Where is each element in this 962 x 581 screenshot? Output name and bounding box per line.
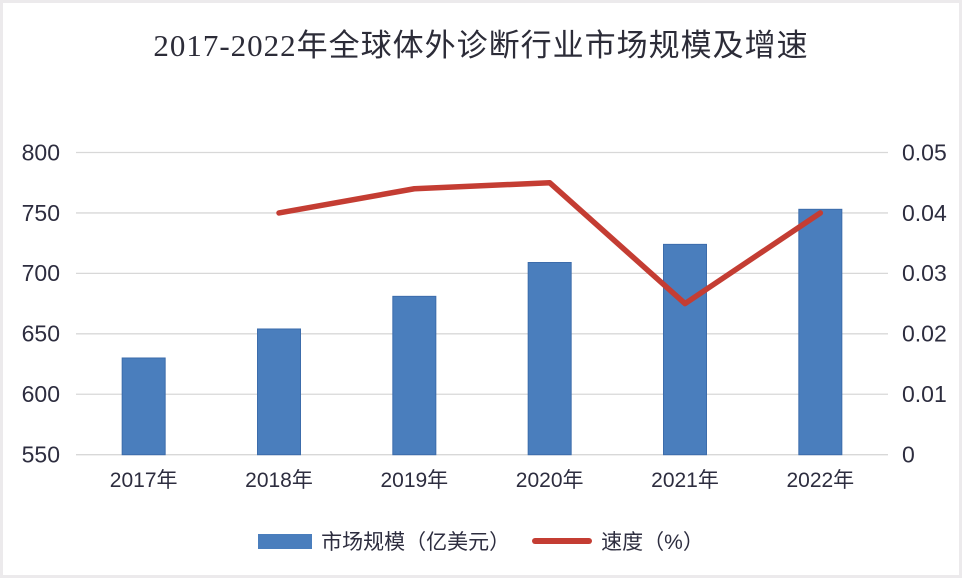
- bar-2018年: [257, 328, 301, 456]
- category-label: 2022年: [786, 469, 854, 492]
- bar-2022年: [798, 208, 843, 456]
- category-label: 2018年: [245, 469, 313, 492]
- bar-2020年: [527, 262, 572, 456]
- right-axis-tick-label: 0.04: [902, 200, 947, 226]
- left-axis-tick-label: 600: [22, 381, 60, 407]
- bar-2021年: [663, 243, 707, 456]
- legend-item-growth-rate: 速度（%）: [532, 526, 704, 556]
- right-axis-tick-label: 0.05: [902, 139, 947, 165]
- bar-2017年: [121, 357, 166, 456]
- category-label: 2020年: [516, 469, 584, 492]
- right-axis-tick-label: 0.01: [902, 381, 947, 407]
- left-axis-tick-label: 700: [22, 260, 60, 286]
- right-axis-tick-label: 0.02: [902, 321, 947, 347]
- right-axis-tick-label: 0.03: [902, 260, 947, 286]
- growth-rate-line: [276, 179, 824, 307]
- left-axis-tick-label: 650: [22, 321, 60, 347]
- category-label: 2017年: [110, 469, 178, 492]
- legend-item-market-size: 市场规模（亿美元）: [258, 526, 510, 556]
- bar-2019年: [392, 295, 437, 456]
- left-axis-tick-label: 800: [22, 139, 60, 165]
- legend-label-growth-rate: 速度（%）: [601, 531, 704, 554]
- right-axis-tick-label: 0: [902, 442, 915, 468]
- chart-canvas: 800 0.05 750 0.04 700 0.03 650 0.02 600 0.01 550 0 2…: [22, 139, 947, 492]
- bar-series-swatch: [258, 533, 313, 549]
- chart-title: 2017-2022年全球体外诊断行业市场规模及增速: [153, 28, 809, 63]
- category-label: 2019年: [380, 469, 448, 492]
- left-axis-tick-label: 550: [22, 442, 60, 468]
- line-series-swatch: [532, 538, 593, 544]
- legend: 市场规模（亿美元） 速度（%）: [3, 526, 959, 556]
- legend-label-market-size: 市场规模（亿美元）: [321, 531, 511, 554]
- category-label: 2021年: [651, 469, 719, 492]
- left-axis-tick-label: 750: [22, 200, 60, 226]
